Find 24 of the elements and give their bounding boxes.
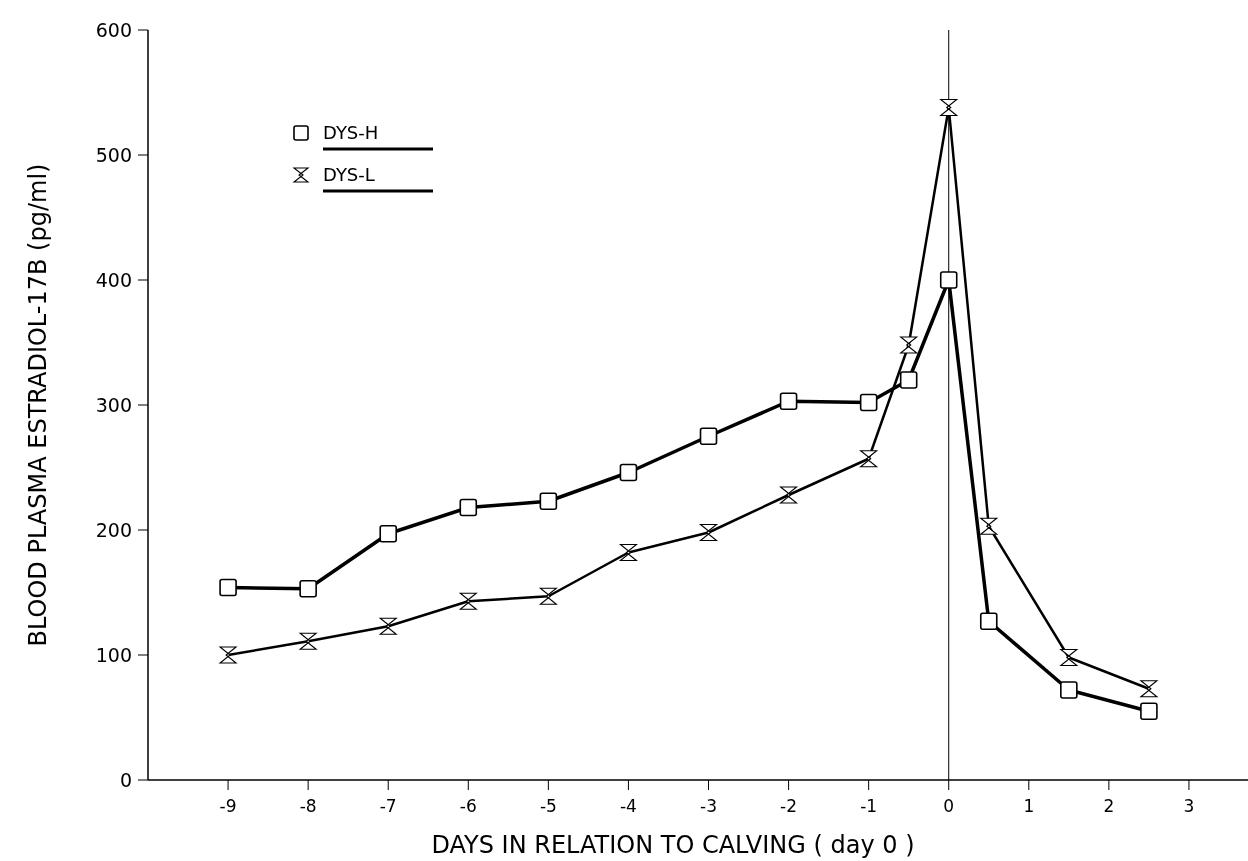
x-tick-label: -9 [219,796,237,816]
x-tick-label: 1 [1023,796,1035,816]
y-axis-title: BLOOD PLASMA ESTRADIOL-17B (pg/ml) [24,163,52,647]
x-tick-label: 2 [1103,796,1115,816]
legend-label: DYS-L [323,164,375,186]
legend-label: DYS-H [323,122,379,144]
y-tick-label: 400 [95,268,132,291]
x-tick-label: -8 [299,796,317,816]
x-tick-label: 0 [943,796,955,816]
y-tick-label: 600 [95,18,132,41]
x-tick-label: -6 [459,796,477,816]
y-tick-label: 500 [95,143,132,166]
y-tick-label: 0 [119,768,132,791]
x-tick-label: 3 [1183,796,1195,816]
x-tick-label: -3 [700,796,717,816]
y-tick-label: 200 [95,518,132,541]
x-tick-label: -1 [860,796,878,816]
x-tick-label: -2 [780,796,798,816]
y-tick-label: 100 [95,643,132,666]
x-axis-title: DAYS IN RELATION TO CALVING ( day 0 ) [431,831,915,859]
x-tick-label: -7 [379,796,397,816]
x-tick-label: -5 [539,796,557,816]
x-tick-label: -4 [619,796,637,816]
y-tick-label: 300 [95,393,132,416]
